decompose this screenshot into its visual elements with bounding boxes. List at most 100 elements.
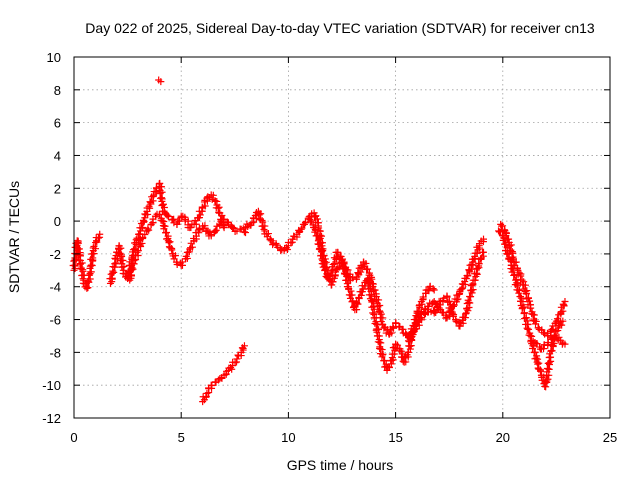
data-point bbox=[430, 286, 438, 294]
data-point bbox=[138, 239, 146, 247]
y-axis-label: SDTVAR / TECUs bbox=[6, 181, 22, 293]
data-point bbox=[301, 218, 309, 226]
y-tick-label: -2 bbox=[49, 247, 61, 262]
data-point bbox=[196, 225, 204, 233]
data-point bbox=[526, 304, 534, 312]
data-point bbox=[160, 225, 168, 233]
data-point bbox=[380, 357, 388, 365]
data-point bbox=[74, 245, 82, 253]
series-arc-1 bbox=[69, 230, 104, 292]
data-point bbox=[158, 217, 166, 225]
data-point bbox=[519, 298, 527, 306]
series-arc-10 bbox=[199, 342, 248, 406]
data-point bbox=[170, 219, 178, 227]
data-point bbox=[203, 389, 211, 397]
data-point bbox=[480, 235, 488, 243]
data-point bbox=[544, 375, 552, 383]
data-point bbox=[316, 239, 324, 247]
data-point bbox=[248, 219, 256, 227]
data-point bbox=[306, 217, 314, 225]
data-point bbox=[547, 353, 555, 361]
plot-frame bbox=[73, 56, 611, 419]
data-point bbox=[495, 228, 503, 236]
data-point bbox=[130, 256, 138, 264]
data-point bbox=[379, 314, 387, 322]
data-point bbox=[144, 210, 152, 218]
series-isolated bbox=[155, 76, 165, 86]
y-tick-label: 0 bbox=[54, 214, 61, 229]
data-point bbox=[297, 225, 305, 233]
data-point bbox=[475, 259, 483, 267]
data-point bbox=[89, 250, 97, 258]
data-point bbox=[345, 273, 353, 281]
data-point bbox=[429, 285, 437, 293]
data-point bbox=[73, 241, 81, 249]
data-point bbox=[520, 278, 528, 286]
data-point bbox=[480, 248, 488, 256]
data-point bbox=[388, 329, 396, 337]
y-tick-label: -6 bbox=[49, 313, 61, 328]
series-arc-8 bbox=[497, 220, 569, 340]
series-arc-2 bbox=[106, 179, 228, 287]
data-point bbox=[353, 299, 361, 307]
data-point bbox=[96, 230, 104, 238]
data-point bbox=[329, 278, 337, 286]
data-point bbox=[260, 225, 268, 233]
data-point bbox=[415, 321, 423, 329]
data-point bbox=[521, 281, 529, 289]
data-point bbox=[192, 220, 200, 228]
data-point bbox=[315, 240, 323, 248]
data-point bbox=[178, 258, 186, 266]
data-point bbox=[321, 260, 329, 268]
data-point bbox=[463, 272, 471, 280]
data-point bbox=[375, 296, 383, 304]
data-point bbox=[370, 314, 378, 322]
y-tick-label: 4 bbox=[54, 148, 61, 163]
data-point bbox=[390, 324, 398, 332]
data-point bbox=[144, 225, 152, 233]
data-point bbox=[561, 340, 569, 348]
data-point bbox=[119, 257, 127, 265]
data-point bbox=[145, 226, 153, 234]
data-point bbox=[163, 211, 171, 219]
y-tick-label: -10 bbox=[42, 378, 61, 393]
x-tick-label: 20 bbox=[496, 430, 510, 445]
data-point bbox=[517, 294, 525, 302]
y-tick-label: -12 bbox=[42, 411, 61, 426]
data-point bbox=[452, 317, 460, 325]
y-tick-label: 10 bbox=[47, 50, 61, 65]
data-point bbox=[394, 341, 402, 349]
data-point bbox=[240, 342, 248, 350]
data-point bbox=[139, 223, 147, 231]
y-tick-label: 8 bbox=[54, 83, 61, 98]
data-point bbox=[325, 273, 333, 281]
series-arc-4 bbox=[242, 207, 438, 374]
data-point bbox=[390, 350, 398, 358]
data-point bbox=[129, 265, 137, 273]
data-point bbox=[84, 284, 92, 292]
data-point bbox=[287, 239, 295, 247]
data-point bbox=[362, 259, 370, 267]
data-point bbox=[524, 325, 532, 333]
data-point bbox=[155, 211, 163, 219]
data-point bbox=[329, 260, 337, 268]
data-point bbox=[418, 314, 426, 322]
x-tick-label: 25 bbox=[603, 430, 617, 445]
data-point bbox=[129, 246, 137, 254]
data-point bbox=[559, 307, 567, 315]
data-point bbox=[378, 353, 386, 361]
data-point bbox=[78, 259, 86, 267]
x-tick-label: 5 bbox=[178, 430, 185, 445]
data-point bbox=[419, 293, 427, 301]
data-point bbox=[231, 359, 239, 367]
data-point bbox=[82, 282, 90, 290]
data-point bbox=[377, 339, 385, 347]
data-point bbox=[173, 260, 181, 268]
data-point bbox=[447, 300, 455, 308]
data-point bbox=[363, 265, 371, 273]
series-arc-6 bbox=[404, 248, 488, 345]
data-point bbox=[508, 253, 516, 261]
data-point bbox=[86, 262, 94, 270]
data-point bbox=[182, 252, 190, 260]
